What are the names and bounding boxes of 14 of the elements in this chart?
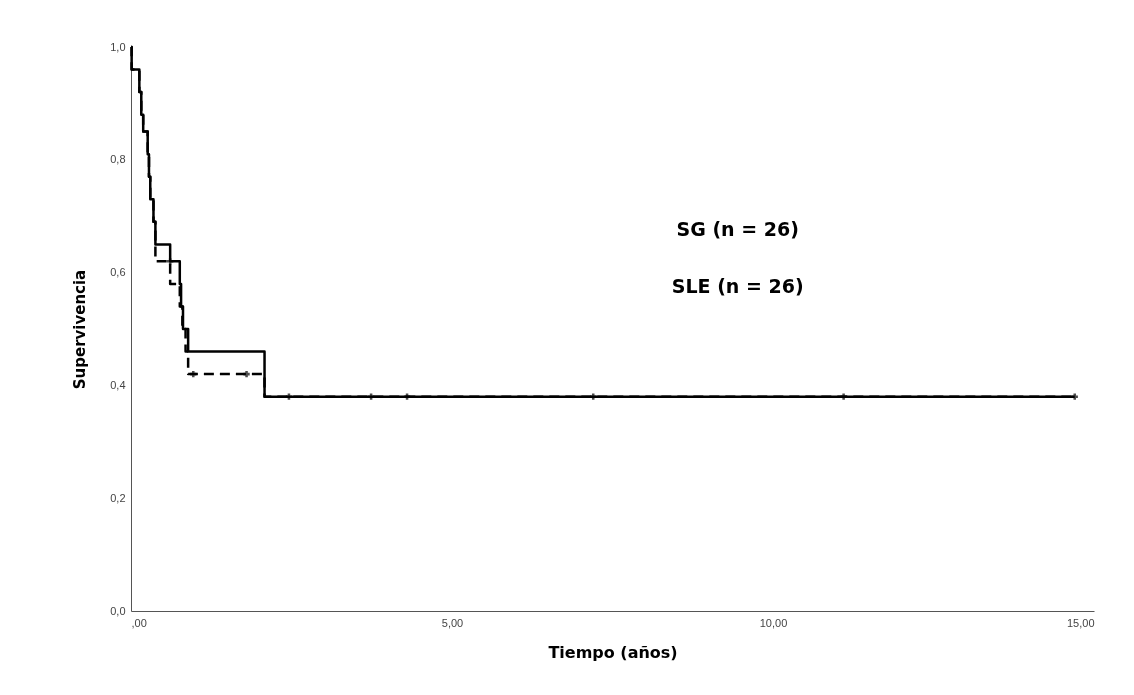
x-tick-label: 15,00 [1066, 616, 1095, 629]
x-tick-label: 10,00 [759, 616, 788, 629]
y-tick-label: 0,4 [110, 378, 126, 391]
annotation: SG (n = 26) [676, 218, 799, 241]
annotation: SLE (n = 26) [671, 274, 804, 297]
x-tick-label: 5,00 [441, 616, 464, 629]
y-tick-label: 0,0 [110, 604, 126, 617]
x-tick-label: ,00 [131, 616, 147, 629]
y-tick-label: 0,2 [110, 491, 126, 504]
y-tick-label: 0,8 [110, 153, 126, 166]
y-tick-label: 0,6 [110, 266, 126, 279]
x-axis-title: Tiempo (años) [548, 642, 678, 662]
y-axis-title: Supervivencia [71, 269, 90, 390]
y-tick-label: 1,0 [110, 40, 126, 53]
